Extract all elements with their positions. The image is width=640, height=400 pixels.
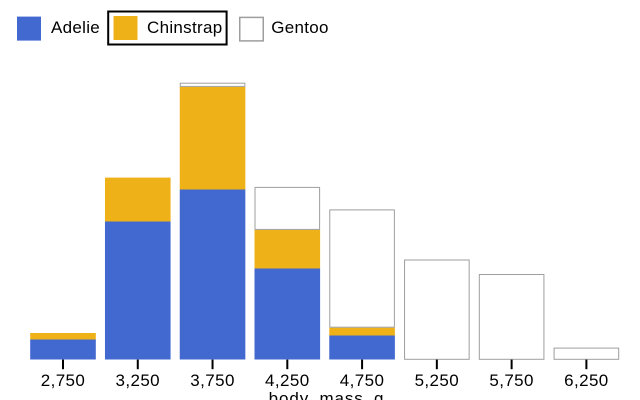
- svg-text:Adelie: Adelie: [51, 18, 100, 37]
- svg-text:4,750: 4,750: [340, 371, 385, 390]
- svg-text:6,250: 6,250: [564, 371, 609, 390]
- svg-text:5,250: 5,250: [415, 371, 460, 390]
- svg-text:3,250: 3,250: [115, 371, 160, 390]
- svg-text:Gentoo: Gentoo: [271, 18, 329, 37]
- svg-text:4,250: 4,250: [265, 371, 310, 390]
- svg-text:3,750: 3,750: [190, 371, 235, 390]
- svg-text:2,750: 2,750: [41, 371, 86, 390]
- svg-text:Chinstrap: Chinstrap: [147, 18, 222, 37]
- svg-text:body_mass_g: body_mass_g: [269, 389, 385, 400]
- svg-text:5,750: 5,750: [489, 371, 534, 390]
